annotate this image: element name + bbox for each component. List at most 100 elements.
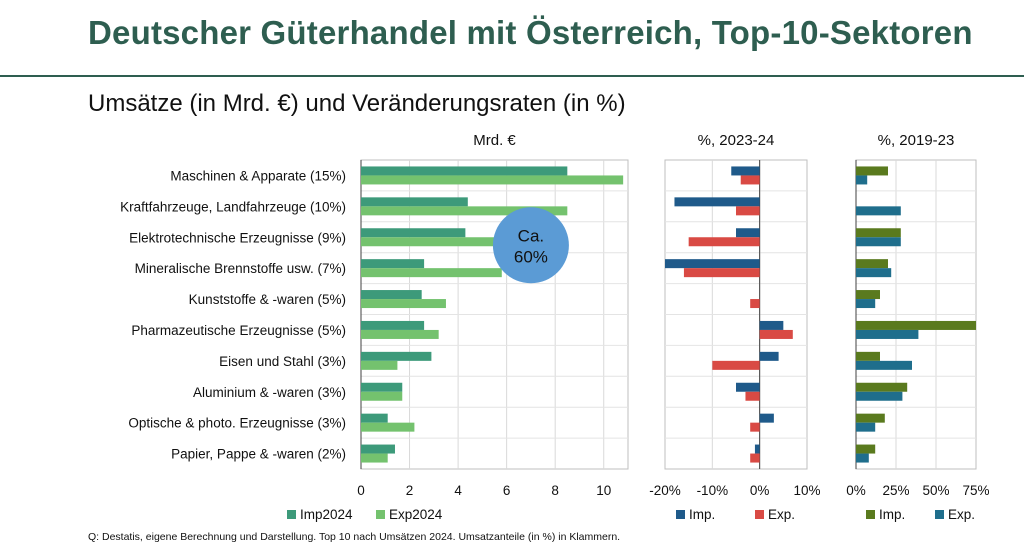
bar-levels-imp2024-6 — [361, 351, 432, 361]
x-tick-label-change-2019-23: 25% — [882, 483, 909, 498]
panel-title-levels: Mrd. € — [473, 132, 516, 149]
legend-swatch-levels-1 — [376, 510, 385, 519]
bar-levels-imp2024-7 — [361, 382, 403, 392]
legend-label-change-2019-23-0: Imp. — [879, 507, 905, 522]
x-tick-label-change-2019-23: 50% — [922, 483, 949, 498]
bar-levels-exp2024-8 — [361, 422, 415, 432]
x-tick-label-change-2023-24: 10% — [793, 483, 820, 498]
bar-change-2023-24-exp-0 — [740, 175, 760, 185]
bar-change-2019-23-imp-3 — [856, 259, 888, 269]
bar-change-2019-23-imp-9 — [856, 444, 876, 454]
x-tick-label-change-2023-24: -10% — [697, 483, 729, 498]
x-tick-label-change-2023-24: 0% — [750, 483, 770, 498]
legend-label-levels-0: Imp2024 — [300, 507, 353, 522]
bar-change-2019-23-imp-8 — [856, 413, 885, 423]
x-tick-label-change-2019-23: 75% — [962, 483, 989, 498]
category-label: Mineralische Brennstoffe usw. (7%) — [135, 261, 346, 276]
panel-title-change-2019-23: %, 2019-23 — [878, 132, 955, 149]
bar-change-2023-24-exp-2 — [688, 237, 760, 247]
share-annotation-line1: Ca. — [518, 226, 544, 245]
share-annotation-line2: 60% — [514, 247, 548, 266]
x-tick-label-levels: 6 — [503, 483, 511, 498]
bar-levels-imp2024-9 — [361, 444, 395, 454]
category-label: Eisen und Stahl (3%) — [219, 354, 346, 369]
bar-levels-exp2024-2 — [361, 237, 497, 247]
bar-change-2023-24-imp-2 — [736, 228, 760, 238]
title-divider — [0, 75, 1024, 77]
bar-change-2019-23-exp-8 — [856, 422, 876, 432]
x-tick-label-change-2023-24: -20% — [649, 483, 681, 498]
bar-change-2019-23-imp-0 — [856, 166, 888, 176]
page-title: Deutscher Güterhandel mit Österreich, To… — [88, 14, 973, 51]
bar-change-2019-23-exp-6 — [856, 360, 912, 370]
bar-change-2019-23-exp-1 — [856, 206, 901, 216]
x-tick-label-levels: 0 — [357, 483, 365, 498]
category-label: Kraftfahrzeuge, Landfahrzeuge (10%) — [120, 199, 346, 214]
legend-label-change-2023-24-1: Exp. — [768, 507, 795, 522]
bar-change-2023-24-exp-3 — [683, 268, 760, 278]
x-tick-label-levels: 8 — [551, 483, 559, 498]
bar-change-2023-24-imp-0 — [731, 166, 760, 176]
chart-subtitle: Umsätze (in Mrd. €) und Veränderungsrate… — [88, 90, 626, 117]
bar-change-2023-24-exp-4 — [750, 299, 760, 309]
category-label: Pharmazeutische Erzeugnisse (5%) — [131, 323, 346, 338]
bar-change-2019-23-exp-2 — [856, 237, 901, 247]
category-label: Optische & photo. Erzeugnisse (3%) — [128, 416, 346, 431]
bar-change-2019-23-imp-7 — [856, 382, 908, 392]
x-tick-label-levels: 2 — [406, 483, 414, 498]
share-annotation-bubble — [492, 207, 569, 284]
legend-swatch-change-2019-23-0 — [866, 510, 875, 519]
bar-levels-exp2024-3 — [361, 268, 502, 278]
bar-change-2023-24-exp-7 — [745, 391, 760, 401]
bar-change-2019-23-exp-5 — [856, 329, 919, 339]
bar-levels-exp2024-7 — [361, 391, 403, 401]
bar-change-2023-24-exp-6 — [712, 360, 760, 370]
bar-levels-exp2024-5 — [361, 329, 439, 339]
x-tick-label-levels: 10 — [596, 483, 611, 498]
legend-label-change-2019-23-1: Exp. — [948, 507, 975, 522]
bar-change-2019-23-imp-2 — [856, 228, 901, 238]
bar-change-2019-23-imp-4 — [856, 290, 880, 300]
bar-levels-imp2024-0 — [361, 166, 568, 176]
legend-swatch-change-2019-23-1 — [935, 510, 944, 519]
category-label: Kunststoffe & -waren (5%) — [189, 292, 346, 307]
bar-levels-exp2024-4 — [361, 299, 446, 309]
bar-change-2019-23-exp-7 — [856, 391, 903, 401]
legend-label-change-2023-24-0: Imp. — [689, 507, 715, 522]
legend-label-levels-1: Exp2024 — [389, 507, 443, 522]
bar-change-2023-24-imp-5 — [759, 320, 784, 330]
bar-change-2023-24-exp-8 — [750, 422, 760, 432]
category-label: Aluminium & -waren (3%) — [193, 385, 346, 400]
bar-change-2019-23-imp-6 — [856, 351, 880, 361]
bar-change-2019-23-exp-3 — [856, 268, 892, 278]
bar-change-2023-24-imp-7 — [736, 382, 760, 392]
bar-change-2019-23-exp-9 — [856, 453, 869, 463]
bar-change-2023-24-imp-1 — [674, 197, 760, 207]
bar-levels-imp2024-8 — [361, 413, 388, 423]
bar-change-2023-24-imp-3 — [665, 259, 760, 269]
category-label: Papier, Pappe & -waren (2%) — [171, 447, 346, 462]
bar-levels-exp2024-9 — [361, 453, 388, 463]
panel-title-change-2023-24: %, 2023-24 — [698, 132, 775, 149]
bar-change-2023-24-imp-6 — [759, 351, 779, 361]
bar-levels-imp2024-2 — [361, 228, 466, 238]
bar-levels-imp2024-4 — [361, 290, 422, 300]
bar-levels-imp2024-1 — [361, 197, 468, 207]
legend-swatch-change-2023-24-1 — [755, 510, 764, 519]
bar-change-2023-24-exp-9 — [750, 453, 760, 463]
bar-change-2019-23-exp-0 — [856, 175, 868, 185]
x-tick-label-levels: 4 — [454, 483, 462, 498]
x-tick-label-change-2019-23: 0% — [846, 483, 866, 498]
bar-change-2023-24-exp-1 — [736, 206, 760, 216]
category-label: Maschinen & Apparate (15%) — [170, 168, 346, 183]
bar-levels-exp2024-1 — [361, 206, 568, 216]
bar-levels-exp2024-6 — [361, 360, 398, 370]
legend-swatch-change-2023-24-0 — [676, 510, 685, 519]
chart-canvas: Mrd. € 0 2 4 6 8 10 Imp2024 Exp2024 Maschinen & A… — [120, 132, 989, 522]
bar-levels-exp2024-0 — [361, 175, 624, 185]
bar-change-2023-24-imp-9 — [754, 444, 760, 454]
bar-change-2019-23-exp-4 — [856, 299, 876, 309]
category-label: Elektrotechnische Erzeugnisse (9%) — [129, 230, 346, 245]
source-footnote: Q: Destatis, eigene Berechnung und Darst… — [88, 531, 621, 543]
bar-change-2019-23-imp-5 — [856, 320, 976, 330]
